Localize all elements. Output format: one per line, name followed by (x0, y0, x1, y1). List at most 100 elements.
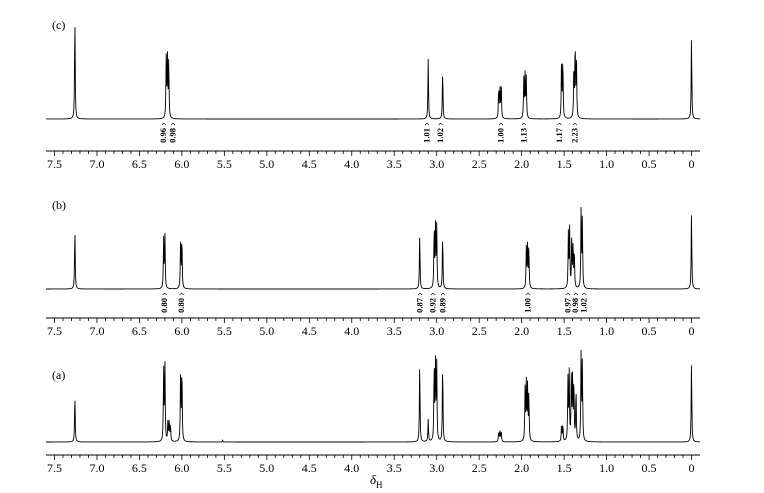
integration-label: 1.17 (554, 127, 564, 143)
integrations-c: 0.96 0.98 1.01 1.02 1.00 1.13 1.17 2.23 (158, 122, 579, 143)
x-tick-label: 2.0 (514, 157, 529, 171)
x-tick-label: 3.0 (429, 461, 444, 475)
x-tick-label: 5.0 (259, 324, 274, 338)
integration-mark (440, 292, 446, 296)
integration-mark (573, 292, 578, 296)
x-tick-label: 2.5 (472, 157, 487, 171)
x-tick-label: 4.0 (344, 157, 359, 171)
spectrum-trace-a (46, 349, 701, 443)
x-tick-label: 0 (689, 157, 695, 171)
x-tick-label: 7.5 (47, 324, 62, 338)
integration-label: 1.00 (495, 128, 505, 143)
integration-label: 0.89 (438, 298, 448, 313)
panel-label-b: (b) (52, 198, 66, 212)
x-tick-label: 6.5 (132, 324, 147, 338)
x-tick-label: 2.0 (514, 324, 529, 338)
x-tick-label: 7.0 (90, 461, 105, 475)
integration-mark (557, 122, 562, 126)
x-tick-label: 3.5 (387, 157, 402, 171)
x-axis-a: 7.5 7.0 6.5 6.0 5.5 5.0 4.5 4.0 3.5 3.0 2.5 2.0 1.5 1… (46, 454, 700, 475)
integration-label: 1.00 (523, 298, 533, 313)
integration-label: 0.96 (158, 128, 168, 143)
spectrum-trace-c (46, 27, 701, 120)
x-tick-label: 4.5 (302, 461, 317, 475)
x-tick-label: 0 (689, 461, 695, 475)
panel-c: (c) 0.96 0.98 1.01 1.02 1.00 1.13 1.17 2.23 7.5… (46, 18, 701, 171)
spectrum-a (46, 349, 701, 443)
panel-label-a: (a) (52, 368, 65, 382)
x-tick-label: 7.0 (90, 324, 105, 338)
x-tick-label: 5.0 (259, 461, 274, 475)
x-tick-label: 1.5 (557, 324, 572, 338)
integration-mark (572, 122, 578, 126)
x-tick-label: 2.0 (514, 461, 529, 475)
x-tick-label: 3.5 (387, 461, 402, 475)
spectrum-trace-b (46, 207, 701, 290)
x-tick-label: 0.5 (642, 324, 657, 338)
x-tick-label: 3.0 (429, 324, 444, 338)
x-tick-label: 1.0 (599, 461, 614, 475)
spectrum-c (46, 27, 701, 120)
x-tick-label: 6.5 (132, 461, 147, 475)
x-tick-label: 5.5 (217, 324, 232, 338)
integration-label: 1.02 (435, 128, 445, 143)
x-tick-label: 5.5 (217, 157, 232, 171)
integration-label: 0.98 (168, 128, 178, 143)
x-axis-title-main: δ (370, 472, 377, 487)
panel-label-c: (c) (52, 18, 65, 32)
integration-mark (179, 292, 184, 296)
x-tick-label: 4.0 (344, 461, 359, 475)
x-tick-label: 7.5 (47, 461, 62, 475)
integration-mark (438, 122, 443, 126)
x-tick-label: 3.0 (429, 157, 444, 171)
x-axis-title-sub: H (376, 480, 383, 490)
integration-mark (417, 292, 423, 296)
x-tick-label: 7.0 (90, 157, 105, 171)
x-tick-label: 4.5 (302, 157, 317, 171)
integration-label: 0.80 (176, 298, 186, 313)
x-tick-label: 4.5 (302, 324, 317, 338)
integrations-b: 0.80 0.80 0.87 0.92 0.89 1.00 0.970.981.02 (159, 292, 589, 313)
x-tick-label: 2.5 (472, 461, 487, 475)
integration-mark (162, 292, 167, 296)
integration-label: 0.87 (415, 297, 425, 313)
integration-mark (161, 122, 166, 126)
x-tick-label: 1.0 (599, 157, 614, 171)
integration-mark (430, 292, 436, 296)
integration-label: 1.13 (518, 128, 528, 143)
integration-label: 1.02 (579, 298, 589, 313)
panel-a: (a) 7.5 7.0 6.5 6.0 5.5 5.0 4.5 4.0 3.5 3.0 2.5 2.0… (46, 349, 701, 475)
x-tick-label: 1.5 (557, 157, 572, 171)
integration-mark (521, 122, 527, 126)
integration-label: 2.23 (569, 128, 579, 143)
x-tick-label: 2.5 (472, 324, 487, 338)
x-axis-b: 7.5 7.0 6.5 6.0 5.5 5.0 4.5 4.0 3.5 3.0 2.5 2.0 1.5 1… (46, 317, 700, 338)
integration-label: 1.01 (422, 128, 432, 143)
integration-mark (525, 292, 531, 296)
x-axis-title: δH (370, 472, 383, 490)
x-tick-label: 6.0 (174, 461, 189, 475)
x-tick-label: 0.5 (642, 157, 657, 171)
integration-mark (170, 122, 176, 126)
spectrum-b (46, 207, 701, 290)
x-tick-label: 6.0 (174, 324, 189, 338)
integration-mark (581, 292, 587, 296)
x-tick-label: 1.5 (557, 461, 572, 475)
x-tick-label: 4.0 (344, 324, 359, 338)
integration-mark (424, 122, 430, 126)
x-axis-c: 7.5 7.0 6.5 6.0 5.5 5.0 4.5 4.0 3.5 3.0 2.5 2.0 1.5 1… (46, 150, 700, 171)
panel-b: (b) 0.80 0.80 0.87 0.92 0.89 1.00 0.970.981.02… (46, 198, 701, 338)
integration-label: 0.98 (570, 298, 580, 313)
x-tick-label: 5.0 (259, 157, 274, 171)
x-tick-label: 5.5 (217, 461, 232, 475)
integration-mark (565, 292, 571, 296)
integration-label: 0.92 (428, 298, 438, 313)
x-tick-label: 1.0 (599, 324, 614, 338)
integration-label: 0.80 (159, 298, 169, 313)
x-tick-label: 6.5 (132, 157, 147, 171)
integration-mark (498, 122, 504, 126)
x-tick-label: 0 (689, 324, 695, 338)
x-tick-label: 0.5 (642, 461, 657, 475)
x-tick-label: 6.0 (174, 157, 189, 171)
